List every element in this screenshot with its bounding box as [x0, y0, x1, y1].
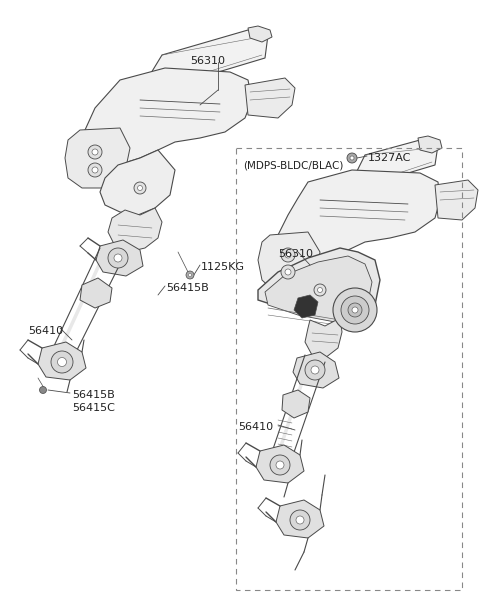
Circle shape	[270, 455, 290, 475]
Circle shape	[58, 357, 67, 367]
Text: 1125KG: 1125KG	[201, 262, 245, 272]
Circle shape	[333, 288, 377, 332]
Circle shape	[281, 248, 295, 262]
Circle shape	[350, 156, 354, 160]
Circle shape	[314, 284, 326, 296]
Text: 1327AC: 1327AC	[368, 153, 411, 163]
Circle shape	[92, 149, 98, 155]
Polygon shape	[80, 68, 252, 170]
Polygon shape	[245, 78, 295, 118]
Circle shape	[114, 254, 122, 262]
Circle shape	[88, 145, 102, 159]
Polygon shape	[265, 256, 372, 322]
Polygon shape	[38, 342, 86, 380]
Circle shape	[317, 287, 323, 292]
Circle shape	[186, 271, 194, 279]
Text: 56310: 56310	[278, 249, 313, 259]
Text: 56415C: 56415C	[72, 403, 115, 413]
Polygon shape	[294, 295, 318, 318]
Polygon shape	[258, 248, 380, 322]
Circle shape	[285, 252, 291, 258]
Circle shape	[281, 265, 295, 279]
Polygon shape	[305, 318, 342, 358]
Circle shape	[352, 307, 358, 313]
Circle shape	[92, 167, 98, 173]
Polygon shape	[435, 180, 478, 220]
Polygon shape	[65, 128, 130, 188]
Polygon shape	[108, 208, 162, 252]
Polygon shape	[100, 150, 175, 215]
Text: 56310: 56310	[190, 56, 225, 66]
Polygon shape	[355, 140, 438, 182]
Circle shape	[305, 360, 325, 380]
Bar	[236, 148, 462, 590]
Text: 56410: 56410	[238, 422, 273, 432]
Circle shape	[347, 153, 357, 163]
Polygon shape	[282, 390, 310, 418]
Circle shape	[348, 303, 362, 317]
Circle shape	[341, 296, 369, 324]
Polygon shape	[80, 278, 112, 308]
Polygon shape	[258, 232, 320, 292]
Polygon shape	[276, 500, 324, 538]
Text: (MDPS-BLDC/BLAC): (MDPS-BLDC/BLAC)	[243, 161, 343, 171]
Text: 56415B: 56415B	[72, 390, 115, 400]
Text: 56415B: 56415B	[166, 283, 209, 293]
Polygon shape	[248, 26, 272, 42]
Polygon shape	[256, 445, 304, 483]
Circle shape	[134, 182, 146, 194]
Circle shape	[108, 248, 128, 268]
Circle shape	[276, 461, 284, 469]
Polygon shape	[293, 352, 339, 388]
Circle shape	[189, 273, 192, 276]
Circle shape	[39, 387, 47, 393]
Polygon shape	[282, 250, 355, 312]
Circle shape	[88, 163, 102, 177]
Polygon shape	[275, 170, 440, 268]
Circle shape	[290, 510, 310, 530]
Polygon shape	[418, 136, 442, 153]
Polygon shape	[148, 30, 268, 85]
Circle shape	[311, 366, 319, 374]
Circle shape	[296, 516, 304, 524]
Circle shape	[285, 269, 291, 275]
Circle shape	[137, 186, 143, 191]
Polygon shape	[96, 240, 143, 276]
Text: 56410: 56410	[28, 326, 63, 336]
Circle shape	[51, 351, 73, 373]
